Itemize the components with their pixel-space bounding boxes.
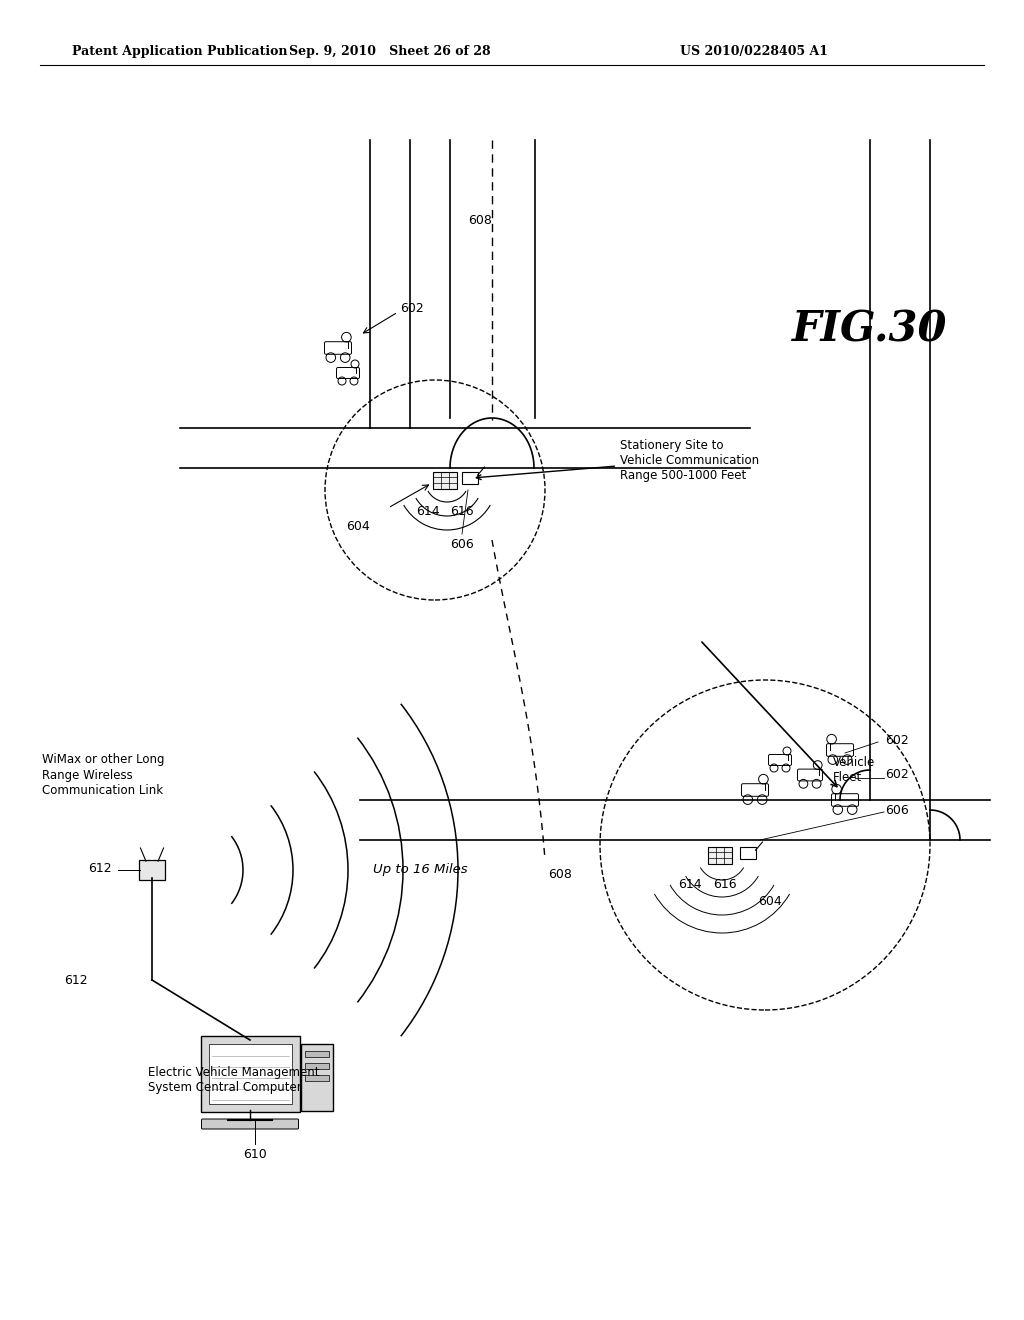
Text: 602: 602 (885, 768, 908, 781)
Text: Sep. 9, 2010   Sheet 26 of 28: Sep. 9, 2010 Sheet 26 of 28 (289, 45, 490, 58)
Text: 612: 612 (65, 974, 88, 986)
FancyBboxPatch shape (300, 1044, 333, 1111)
Text: Up to 16 Miles: Up to 16 Miles (373, 863, 467, 876)
FancyBboxPatch shape (831, 793, 858, 807)
Text: 608: 608 (468, 214, 492, 227)
Text: 604: 604 (346, 520, 370, 533)
Bar (304, 1074, 329, 1081)
Text: WiMax or other Long
Range Wireless
Communication Link: WiMax or other Long Range Wireless Commu… (42, 754, 165, 796)
FancyBboxPatch shape (337, 367, 359, 379)
FancyBboxPatch shape (741, 784, 768, 796)
FancyBboxPatch shape (768, 755, 792, 766)
Text: Electric Vehicle Management
System Central Computer: Electric Vehicle Management System Centr… (148, 1067, 319, 1094)
Text: Vehicle
Fleet: Vehicle Fleet (833, 756, 876, 784)
Text: 616: 616 (451, 506, 474, 517)
Text: 602: 602 (400, 301, 424, 314)
FancyBboxPatch shape (201, 1036, 299, 1111)
FancyBboxPatch shape (462, 473, 478, 484)
Text: 602: 602 (885, 734, 908, 747)
Bar (304, 1063, 329, 1069)
Text: 612: 612 (88, 862, 112, 874)
Text: FIG.30: FIG.30 (793, 309, 948, 351)
Text: 608: 608 (548, 869, 571, 880)
Text: Patent Application Publication: Patent Application Publication (72, 45, 288, 58)
Text: 606: 606 (451, 539, 474, 550)
Bar (433, 471, 457, 488)
Text: 606: 606 (885, 804, 908, 817)
Text: 614: 614 (416, 506, 440, 517)
Text: Stationery Site to
Vehicle Communication
Range 500-1000 Feet: Stationery Site to Vehicle Communication… (476, 438, 759, 482)
Bar (209, 1044, 292, 1104)
Bar (708, 846, 732, 863)
FancyBboxPatch shape (798, 770, 822, 781)
Bar (304, 1051, 329, 1057)
FancyBboxPatch shape (325, 342, 351, 354)
Text: 616: 616 (713, 878, 737, 891)
FancyBboxPatch shape (826, 743, 853, 756)
Text: 604: 604 (758, 895, 782, 908)
FancyBboxPatch shape (202, 1119, 299, 1129)
Text: 610: 610 (243, 1148, 267, 1162)
FancyBboxPatch shape (139, 861, 165, 880)
Text: 614: 614 (678, 878, 701, 891)
FancyBboxPatch shape (740, 847, 756, 859)
Text: US 2010/0228405 A1: US 2010/0228405 A1 (680, 45, 828, 58)
